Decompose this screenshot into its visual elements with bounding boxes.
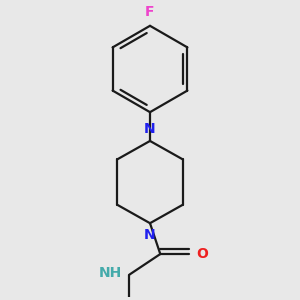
Text: F: F bbox=[145, 4, 155, 19]
Text: N: N bbox=[144, 122, 156, 136]
Text: NH: NH bbox=[99, 266, 122, 280]
Text: O: O bbox=[196, 247, 208, 261]
Text: N: N bbox=[144, 228, 156, 242]
